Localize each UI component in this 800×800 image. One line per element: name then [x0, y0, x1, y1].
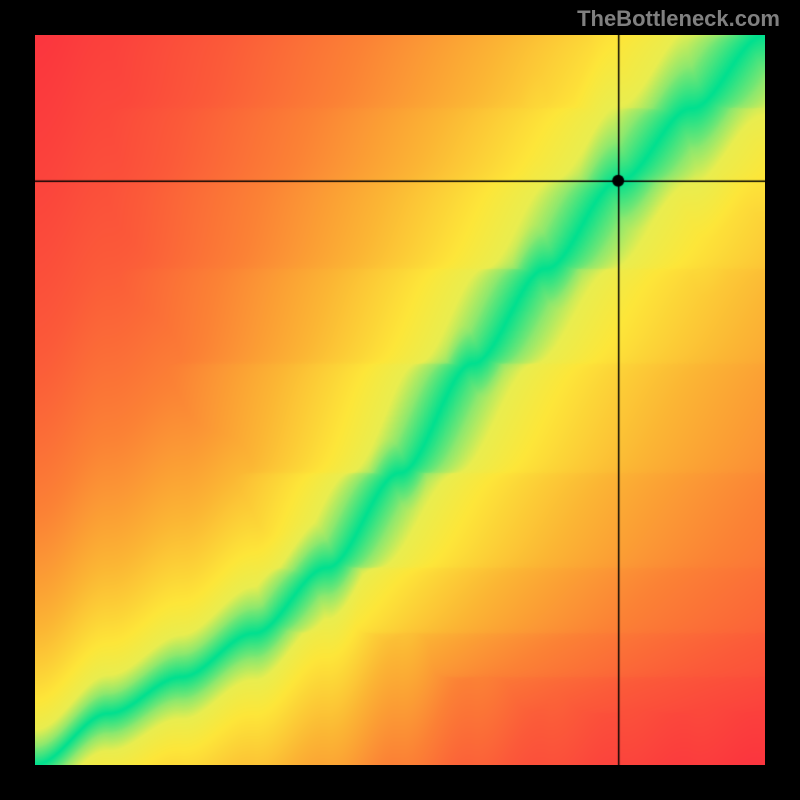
bottleneck-heatmap	[35, 35, 765, 765]
watermark-label: TheBottleneck.com	[577, 6, 780, 32]
heatmap-canvas	[35, 35, 765, 765]
